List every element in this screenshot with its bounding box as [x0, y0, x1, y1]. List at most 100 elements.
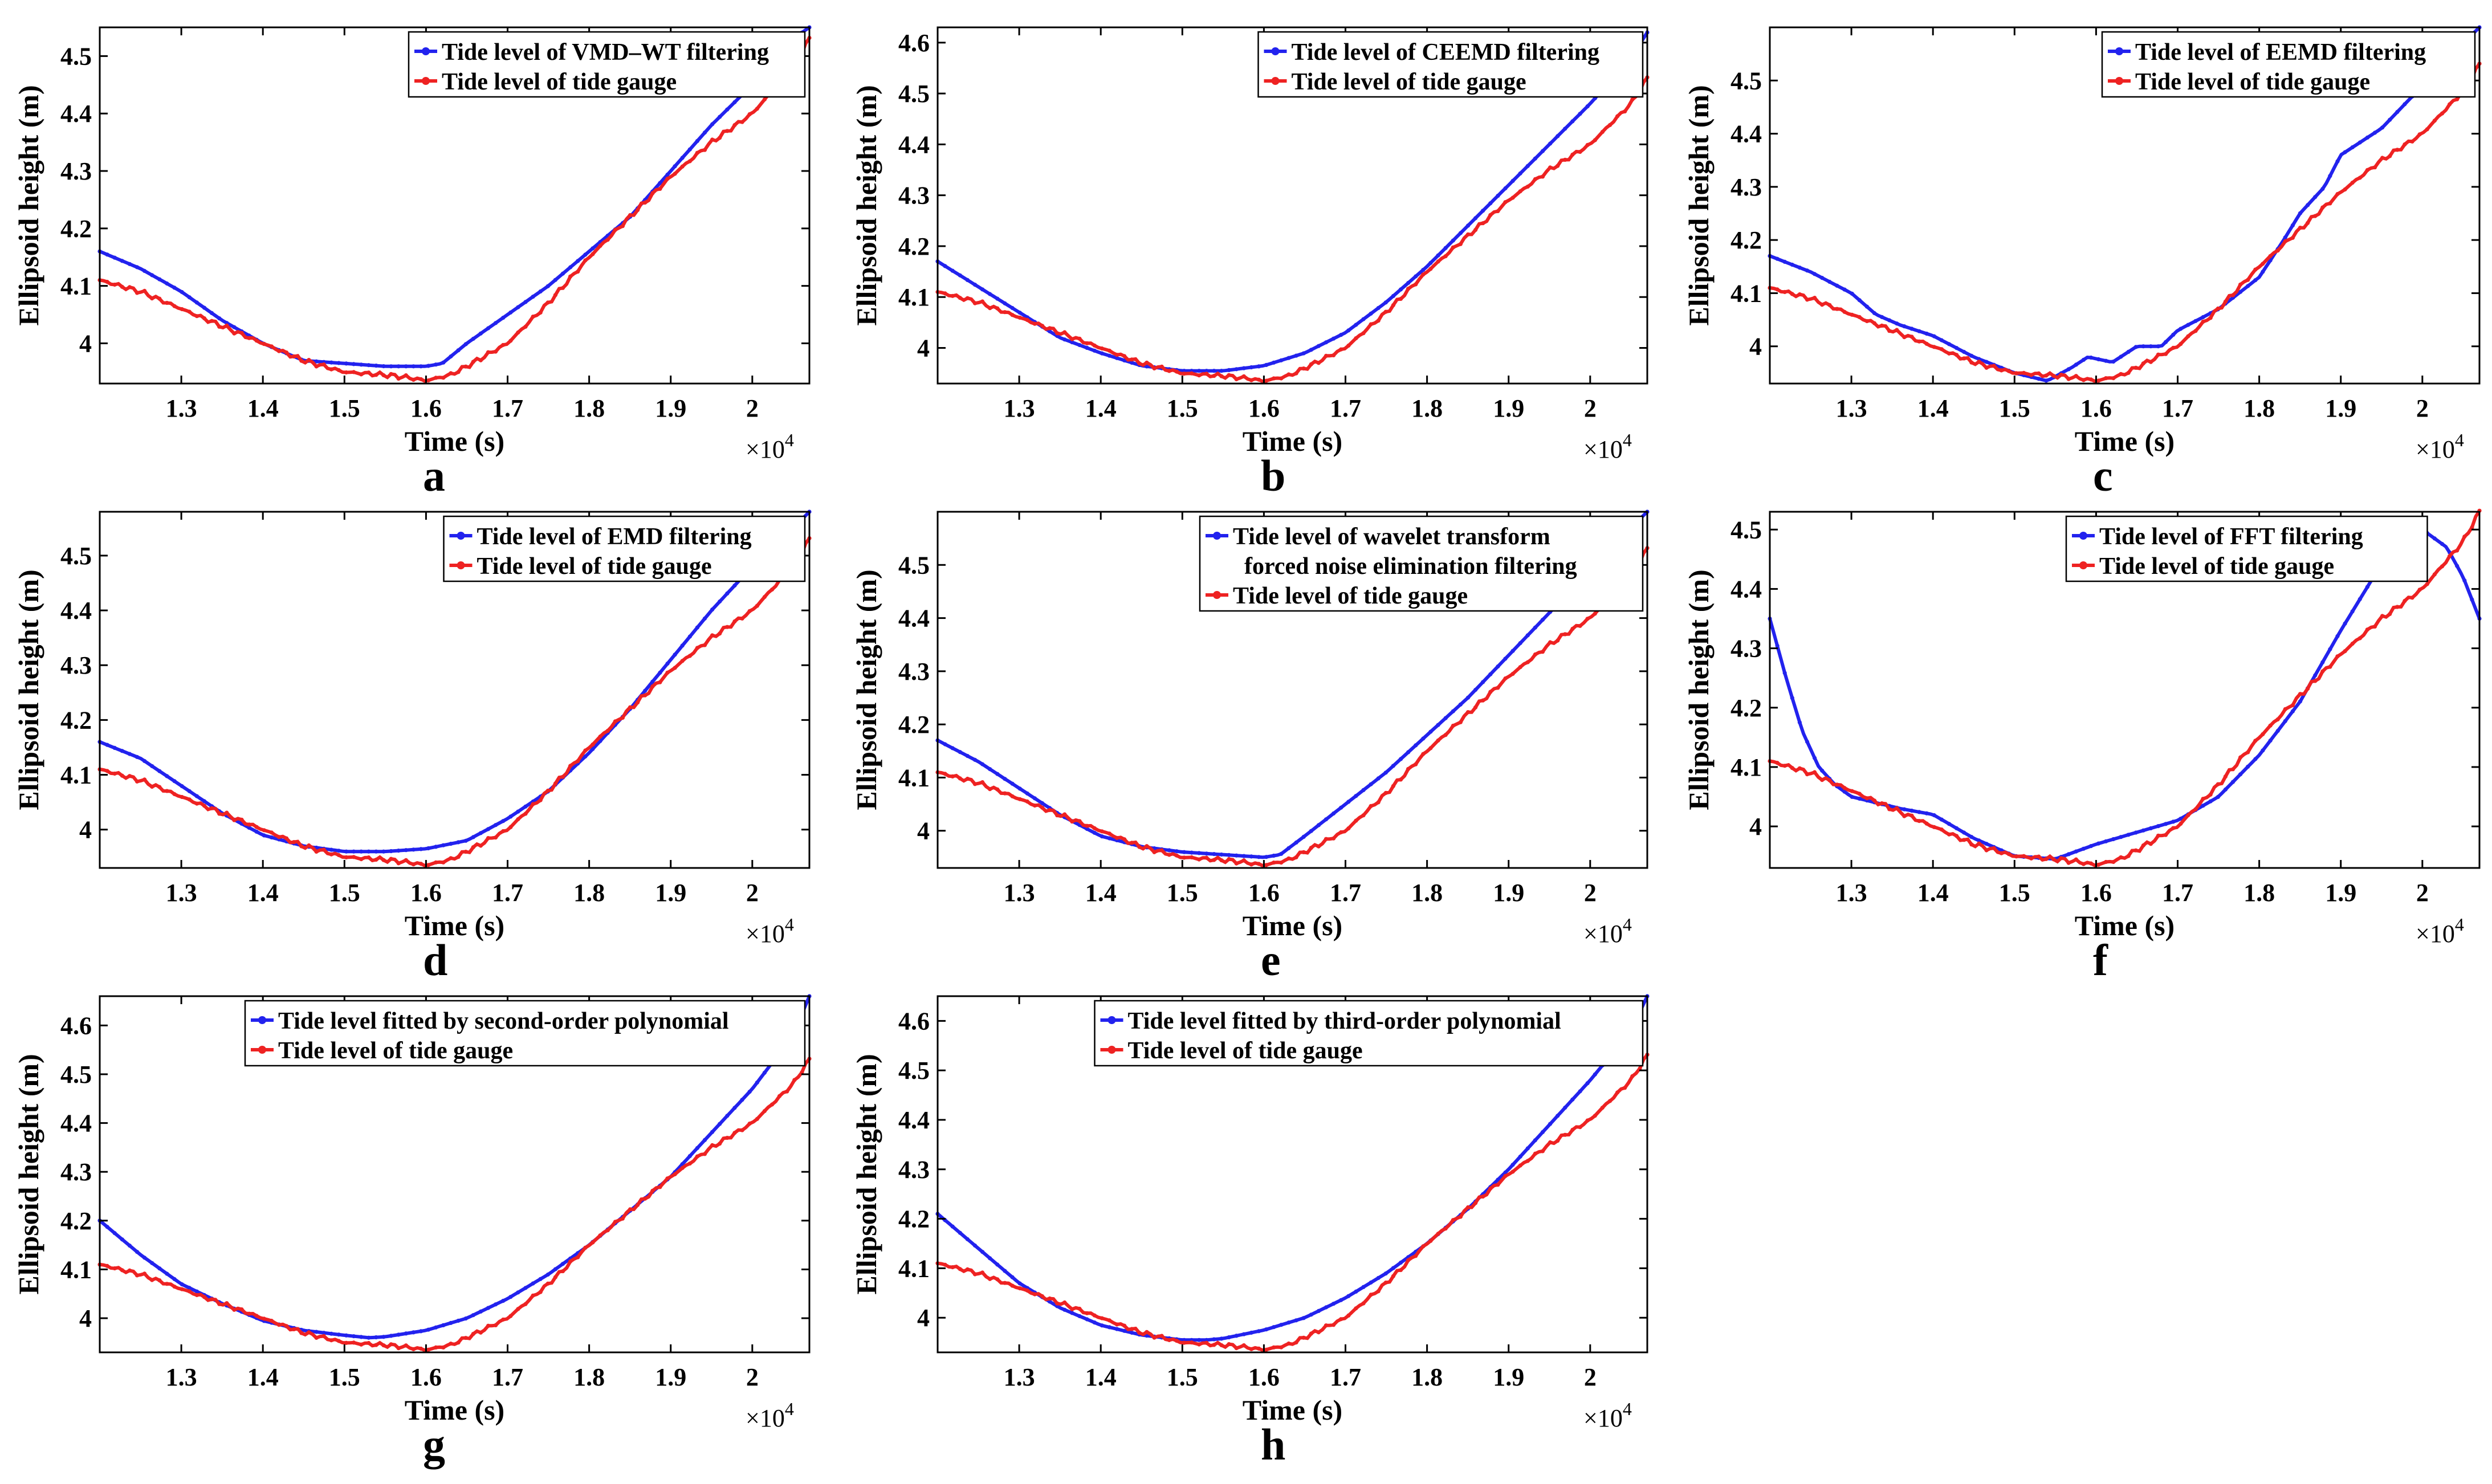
legend-box: [1257, 31, 1644, 98]
series-marker: [1137, 361, 1142, 366]
series-marker: [1556, 638, 1560, 643]
series-marker: [1924, 811, 1929, 816]
series-marker: [650, 1188, 655, 1193]
series-marker: [583, 1245, 588, 1250]
series-marker: [1032, 796, 1037, 801]
series-marker: [344, 370, 349, 375]
series-marker: [1481, 698, 1485, 703]
series-marker: [2335, 654, 2340, 659]
series-marker: [1939, 338, 1944, 343]
series-marker: [1428, 729, 1433, 734]
series-marker: [1339, 333, 1343, 337]
series-marker: [2246, 750, 2250, 755]
series-marker: [1331, 811, 1336, 816]
series-marker: [2141, 344, 2145, 349]
series-marker: [396, 376, 401, 381]
series-marker: [292, 1327, 296, 1332]
series-marker: [725, 129, 730, 133]
series-marker: [449, 1320, 453, 1325]
series-marker: [2320, 660, 2325, 664]
series-marker: [2081, 862, 2086, 866]
series-marker: [1025, 799, 1029, 804]
series-marker: [1465, 232, 1471, 237]
series-marker: [374, 1343, 378, 1347]
series-marker: [1114, 1327, 1119, 1331]
series-marker: [1376, 1289, 1381, 1294]
series-marker: [792, 1078, 797, 1082]
series-marker: [958, 1230, 962, 1235]
series-marker: [2268, 723, 2273, 728]
series-marker: [1241, 374, 1246, 378]
series-marker: [2253, 267, 2258, 272]
series-marker: [2410, 596, 2414, 600]
x-tick-label: 1.9: [1493, 394, 1524, 422]
series-marker: [1488, 201, 1493, 206]
series-marker: [1159, 1334, 1164, 1338]
series-marker: [352, 855, 356, 859]
plot-frame-f: [1769, 511, 2481, 869]
series-marker: [598, 734, 602, 739]
series-marker: [1070, 340, 1074, 345]
series-marker: [2044, 373, 2049, 378]
y-tick-label: 4: [917, 817, 930, 845]
series-marker: [1436, 723, 1440, 727]
series-marker: [732, 1106, 737, 1110]
series-marker: [1159, 364, 1164, 369]
legend-label: Tide level of tide gauge: [442, 69, 677, 95]
series-marker: [1465, 710, 1471, 715]
series-marker: [1887, 807, 1892, 812]
series-marker: [1533, 177, 1537, 181]
series-marker: [1130, 357, 1134, 362]
y-tick-label: 4.2: [60, 706, 92, 734]
series-marker: [1048, 1296, 1052, 1301]
series-marker: [1932, 825, 1936, 829]
series-marker: [995, 787, 1000, 792]
x-tick-label: 2: [2416, 394, 2429, 422]
series-marker: [718, 1122, 722, 1126]
y-tick-label: 4.3: [898, 658, 930, 686]
series-marker: [494, 321, 498, 325]
x-tick-label: 1.3: [166, 879, 197, 907]
series-marker: [665, 1176, 670, 1181]
series-marker: [2290, 223, 2295, 227]
series-marker: [367, 370, 371, 375]
series-marker: [643, 688, 648, 693]
series-marker: [1473, 705, 1478, 710]
series-marker: [718, 1141, 722, 1146]
series-marker: [1376, 800, 1381, 805]
series-marker: [2335, 634, 2340, 638]
series-marker: [292, 354, 296, 359]
series-marker: [1585, 1118, 1590, 1123]
series-marker: [777, 1094, 782, 1098]
series-marker: [943, 1262, 947, 1267]
series-marker: [2074, 857, 2078, 862]
series-marker: [1361, 813, 1366, 818]
series-marker: [1182, 1340, 1187, 1345]
series-marker: [1204, 369, 1209, 373]
x-multiplier: ×104: [2416, 430, 2464, 463]
series-marker: [135, 1273, 140, 1278]
x-multiplier: ×104: [746, 1399, 794, 1432]
series-marker: [1496, 664, 1500, 669]
series-marker: [2343, 150, 2347, 154]
series-marker: [1025, 791, 1029, 796]
series-marker: [359, 857, 364, 862]
series-marker: [762, 1109, 767, 1114]
series-marker: [995, 772, 1000, 776]
series-marker: [1503, 676, 1508, 681]
series-marker: [1496, 686, 1500, 690]
series-marker: [1488, 672, 1493, 676]
series-marker: [2448, 554, 2452, 558]
series-marker: [2462, 578, 2467, 583]
legend-label: Tide level fitted by third-order polynom…: [1128, 1008, 1561, 1034]
series-marker: [1924, 331, 1929, 336]
series-marker: [1947, 822, 1952, 826]
series-marker: [1481, 209, 1485, 213]
series-marker: [478, 1309, 483, 1314]
series-marker: [2066, 852, 2071, 857]
series-marker: [732, 1131, 737, 1135]
series-marker: [687, 1154, 692, 1159]
chart-c: 1.3 1.4 1.5 1.6 1.7 1.8 1.9 2 4 4.1 4.2 4.3 4.4 4.5 Ti…: [1683, 25, 2482, 463]
series-marker: [1984, 848, 1989, 853]
